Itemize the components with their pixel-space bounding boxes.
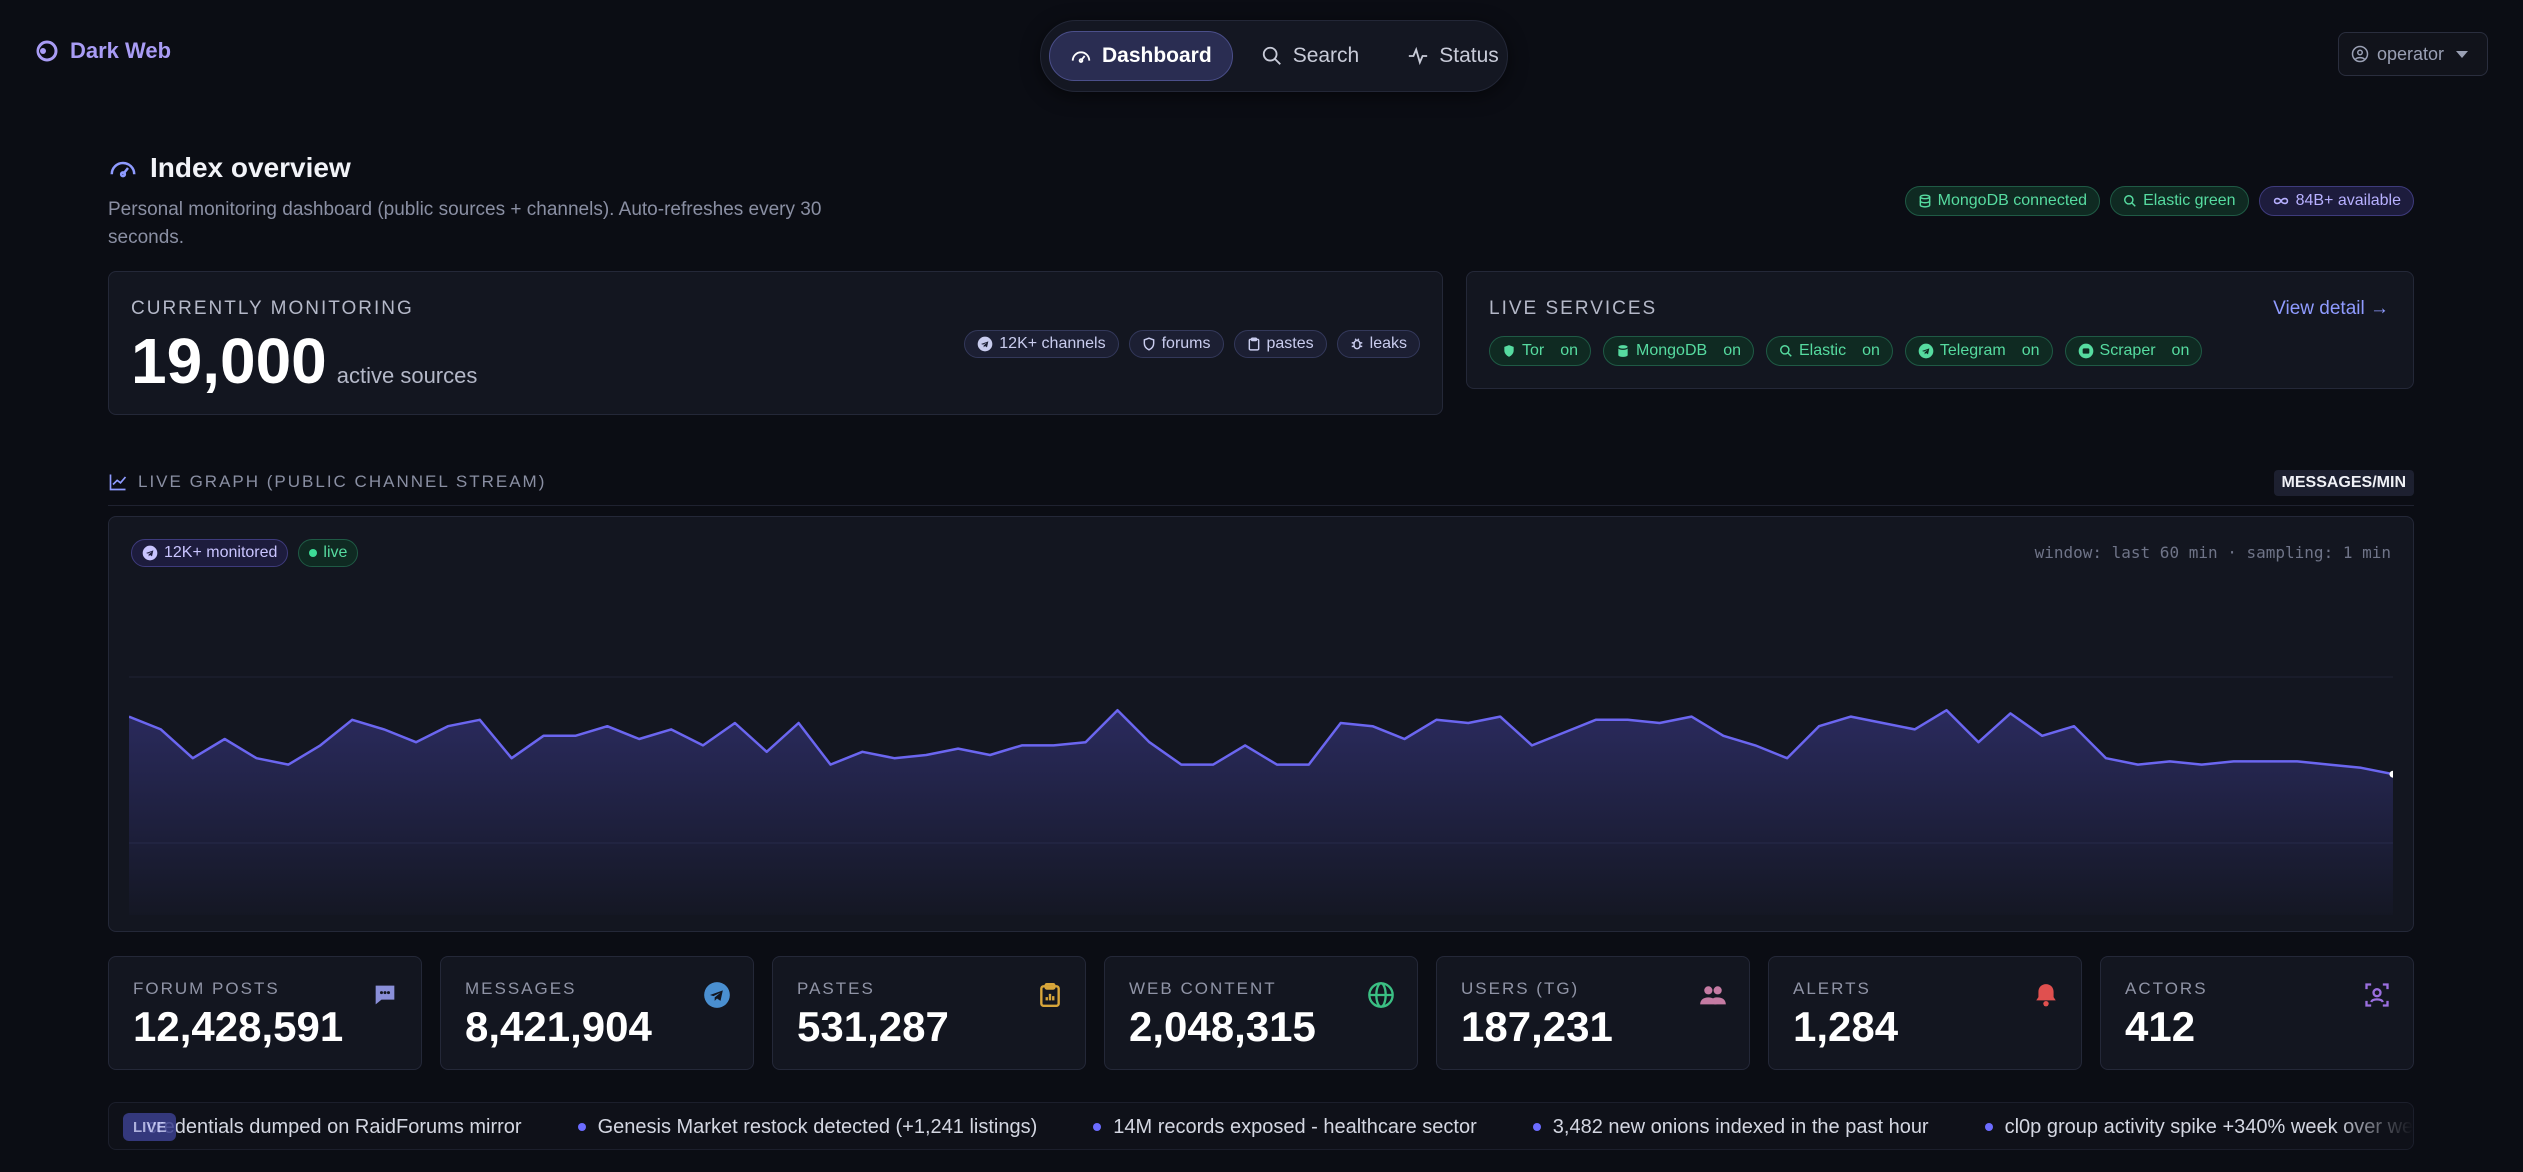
nav-status[interactable]: Status <box>1387 31 1519 81</box>
tag-pastes[interactable]: pastes <box>1233 330 1327 358</box>
graph-window-note: window: last 60 min · sampling: 1 min <box>2034 543 2391 562</box>
services-label: Live services <box>1489 298 1658 319</box>
ticker-item[interactable]: Genesis Market restock detected (+1,241 … <box>577 1116 1037 1139</box>
bullet-icon <box>577 1123 586 1131</box>
pulse-icon <box>1409 46 1428 66</box>
ticker-fade <box>2333 1103 2413 1149</box>
top-bar: Dark Web Dashboard Search Status operato… <box>0 0 2523 108</box>
stat-pastes[interactable]: PASTES 531,287 <box>772 956 1086 1070</box>
live-graph-card: 12K+ monitored live window: last 60 min … <box>108 516 2414 932</box>
clipboard-icon <box>1248 337 1259 351</box>
source-tags: 12K+ channels forums pastes leaks <box>964 330 1420 358</box>
telegram-icon <box>977 336 993 352</box>
bullet-icon <box>1093 1123 1102 1131</box>
forum-icon <box>375 985 395 1005</box>
nav-search-label: Search <box>1292 44 1360 67</box>
stat-alerts[interactable]: ALERTS 1,284 <box>1768 956 2082 1070</box>
graph-section-header: LIVE GRAPH (PUBLIC CHANNEL STREAM) MESSA… <box>108 470 2414 506</box>
ticker-track: credentials dumped on RaidForums mirror … <box>147 1103 2413 1149</box>
infinity-icon <box>2273 197 2288 205</box>
tag-forums[interactable]: forums <box>1128 330 1224 358</box>
status-badge-available: 84B+ available <box>2258 186 2414 216</box>
live-dot-icon <box>309 549 318 557</box>
bullet-icon <box>1532 1123 1541 1131</box>
service-scraper[interactable]: Scraper on <box>2064 336 2203 366</box>
live-services-card: Live services View detail → Tor on Mongo… <box>1466 271 2414 389</box>
user-label: operator <box>2377 43 2445 64</box>
view-detail-link[interactable]: View detail → <box>2273 298 2389 319</box>
shield-icon <box>1143 337 1154 351</box>
tag-leaks[interactable]: leaks <box>1336 330 1420 358</box>
user-menu-button[interactable]: operator <box>2338 32 2488 76</box>
gauge-icon <box>110 161 136 178</box>
ticker-item[interactable]: 14M records exposed - healthcare sector <box>1093 1116 1477 1139</box>
chart-line-icon <box>109 474 127 491</box>
search-icon <box>1780 345 1792 357</box>
users-icon <box>1700 986 1726 1005</box>
monitored-badge: 12K+ monitored <box>131 539 289 567</box>
ticker-item[interactable]: 3,482 new onions indexed in the past hou… <box>1532 1116 1929 1139</box>
telegram-icon <box>704 982 730 1008</box>
graph-title: LIVE GRAPH (PUBLIC CHANNEL STREAM) <box>138 472 547 491</box>
main-nav: Dashboard Search Status <box>1040 20 1508 92</box>
bug-icon <box>1351 338 1362 350</box>
page-subtitle: Personal monitoring dashboard (public so… <box>108 199 822 248</box>
status-badge-mongodb: MongoDB connected <box>1904 186 2101 216</box>
monitoring-unit: active sources <box>336 363 478 388</box>
nav-dashboard-label: Dashboard <box>1102 44 1212 67</box>
service-telegram[interactable]: Telegram on <box>1904 336 2053 366</box>
chevron-down-icon <box>2456 50 2469 58</box>
bell-icon <box>2036 984 2056 1007</box>
nav-dashboard[interactable]: Dashboard <box>1049 31 1233 81</box>
monitoring-value: 19,000 <box>131 325 327 397</box>
stat-web-content[interactable]: WEB CONTENT 2,048,315 <box>1104 956 1418 1070</box>
stat-messages[interactable]: MESSAGES 8,421,904 <box>440 956 754 1070</box>
page-title: Index overview <box>150 152 351 183</box>
search-icon <box>2124 195 2136 207</box>
series-endpoint <box>2389 770 2393 778</box>
gauge-icon <box>1071 51 1091 63</box>
services-list: Tor on MongoDB on Elastic on Telegram on… <box>1489 336 2203 366</box>
monitoring-card: Currently monitoring 19,000 active sourc… <box>108 271 1443 415</box>
page-header: Index overview Personal monitoring dashb… <box>108 152 2414 252</box>
graph-unit-badge: MESSAGES/MIN <box>2273 470 2414 496</box>
service-tor[interactable]: Tor on <box>1489 336 1592 366</box>
ticker-item[interactable]: credentials dumped on RaidForums mirror <box>147 1115 522 1138</box>
telegram-icon <box>1918 343 1934 359</box>
live-graph-chart[interactable] <box>129 595 2393 915</box>
stat-forum-posts[interactable]: FORUM POSTS 12,428,591 <box>108 956 422 1070</box>
database-icon <box>1618 345 1628 357</box>
shield-icon <box>1504 345 1514 357</box>
actor-icon <box>2365 983 2389 1007</box>
logo-icon <box>36 40 58 62</box>
telegram-icon <box>142 545 158 561</box>
brand-label: Dark Web <box>70 38 172 63</box>
bullet-icon <box>1984 1123 1993 1131</box>
globe-icon <box>1368 982 1394 1008</box>
status-pills: MongoDB connected Elastic green 84B+ ava… <box>1904 186 2414 216</box>
service-elastic[interactable]: Elastic on <box>1765 336 1893 366</box>
stat-actors[interactable]: ACTORS 412 <box>2100 956 2414 1070</box>
nav-search[interactable]: Search <box>1241 31 1380 81</box>
ticker-item[interactable]: cl0p group activity spike +340% week ove… <box>1984 1116 2413 1139</box>
news-ticker: credentials dumped on RaidForums mirror … <box>108 1102 2414 1150</box>
brand[interactable]: Dark Web <box>34 38 171 64</box>
database-icon <box>1919 194 1931 208</box>
nav-status-label: Status <box>1439 44 1499 67</box>
live-badge: live <box>298 539 359 567</box>
status-badge-elastic: Elastic green <box>2110 186 2249 216</box>
series-line <box>129 708 2393 776</box>
monitoring-label: Currently monitoring <box>131 298 414 319</box>
live-ticker-badge: LIVE <box>123 1113 177 1141</box>
tag-channels[interactable]: 12K+ channels <box>964 330 1119 358</box>
series-area <box>129 710 2393 915</box>
stat-users-tg[interactable]: USERS (TG) 187,231 <box>1436 956 1750 1070</box>
clipboard-icon <box>1040 982 1060 1008</box>
service-mongodb[interactable]: MongoDB on <box>1603 336 1754 366</box>
user-icon <box>2351 45 2369 63</box>
search-icon <box>1262 46 1281 65</box>
robot-icon <box>2078 343 2093 359</box>
